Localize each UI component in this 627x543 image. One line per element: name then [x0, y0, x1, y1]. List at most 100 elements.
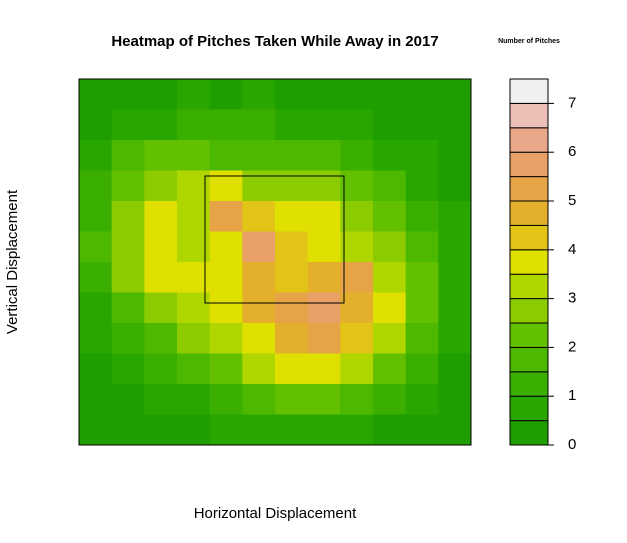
- heat-cell: [111, 262, 145, 293]
- heat-cell: [111, 414, 145, 446]
- heat-cell: [373, 231, 407, 263]
- heat-cell: [79, 201, 113, 232]
- colorbar-band: [509, 176, 549, 202]
- heat-cell: [111, 292, 145, 324]
- heat-cell: [111, 140, 145, 171]
- heat-cell: [405, 109, 439, 141]
- colorbar-band: [509, 200, 549, 226]
- heat-cell: [373, 79, 407, 110]
- heat-cell: [177, 109, 211, 141]
- heat-cell: [340, 140, 374, 171]
- heat-cell: [405, 201, 439, 232]
- heat-cell: [242, 140, 276, 171]
- heat-cell: [340, 323, 374, 354]
- heat-cell: [340, 292, 374, 324]
- heat-cell: [340, 231, 374, 263]
- heat-cell: [307, 140, 341, 171]
- colorbar-tick-label: 4: [568, 241, 576, 258]
- heat-cell: [373, 323, 407, 354]
- heat-cell: [144, 353, 178, 385]
- heat-cell: [275, 79, 309, 110]
- heat-cell: [405, 384, 439, 415]
- heat-cell: [307, 353, 341, 385]
- heat-cell: [209, 292, 243, 324]
- heat-cell: [405, 414, 439, 446]
- heat-cell: [209, 79, 243, 110]
- heat-cell: [144, 79, 178, 110]
- heat-cell: [111, 353, 145, 385]
- y-axis-label: Vertical Displacement: [4, 189, 21, 334]
- heat-cell: [209, 414, 243, 446]
- heat-cell: [242, 201, 276, 232]
- heat-cell: [209, 323, 243, 354]
- heat-cell: [242, 292, 276, 324]
- heat-cell: [275, 201, 309, 232]
- colorbar-tick-label: 6: [568, 143, 576, 160]
- heat-cell: [373, 262, 407, 293]
- heat-cell: [438, 353, 472, 385]
- heat-cell: [307, 109, 341, 141]
- heat-cell: [373, 292, 407, 324]
- heat-cell: [242, 79, 276, 110]
- heat-cell: [405, 140, 439, 171]
- heat-cell: [340, 353, 374, 385]
- heat-cell: [307, 414, 341, 446]
- heat-cell: [405, 231, 439, 263]
- heat-cell: [438, 323, 472, 354]
- heat-cell: [438, 201, 472, 232]
- chart-title: Heatmap of Pitches Taken While Away in 2…: [111, 33, 438, 50]
- heat-cell: [438, 79, 472, 110]
- heat-cell: [340, 201, 374, 232]
- heat-cell: [275, 140, 309, 171]
- heat-cell: [307, 79, 341, 110]
- colorbar-band: [509, 102, 549, 129]
- colorbar-band: [509, 78, 549, 104]
- heat-cell: [144, 262, 178, 293]
- heat-cell: [275, 231, 309, 263]
- heat-cell: [275, 353, 309, 385]
- heat-cell: [405, 170, 439, 202]
- heat-cell: [177, 79, 211, 110]
- heat-cell: [79, 323, 113, 354]
- heat-cell: [373, 414, 407, 446]
- heatmap: [79, 79, 472, 446]
- heat-cell: [111, 323, 145, 354]
- colorbar-band: [509, 395, 549, 422]
- heat-cell: [438, 414, 472, 446]
- heat-cell: [307, 384, 341, 415]
- heat-cell: [307, 201, 341, 232]
- heat-cell: [144, 170, 178, 202]
- heat-cell: [209, 231, 243, 263]
- heat-cell: [111, 170, 145, 202]
- heat-cell: [209, 109, 243, 141]
- heat-cell: [111, 231, 145, 263]
- heat-cell: [144, 414, 178, 446]
- heat-cell: [177, 140, 211, 171]
- heat-cell: [177, 323, 211, 354]
- heat-cell: [438, 109, 472, 141]
- heat-cell: [79, 231, 113, 263]
- heat-cell: [340, 262, 374, 293]
- heat-cell: [340, 79, 374, 110]
- heat-cell: [177, 414, 211, 446]
- colorbar-band: [509, 371, 549, 397]
- heat-cell: [373, 170, 407, 202]
- heat-cell: [242, 170, 276, 202]
- heat-cell: [275, 323, 309, 354]
- heat-cell: [373, 201, 407, 232]
- heat-cell: [242, 414, 276, 446]
- heat-cell: [144, 140, 178, 171]
- colorbar-band: [509, 322, 549, 348]
- heat-cell: [79, 414, 113, 446]
- heat-cell: [209, 384, 243, 415]
- heat-cell: [144, 109, 178, 141]
- heat-cell: [275, 292, 309, 324]
- heat-cell: [340, 414, 374, 446]
- heat-cell: [79, 292, 113, 324]
- x-axis-label: Horizontal Displacement: [194, 505, 357, 522]
- heat-cell: [307, 292, 341, 324]
- colorbar-band: [509, 273, 549, 300]
- colorbar-band: [509, 151, 549, 178]
- heat-cell: [111, 201, 145, 232]
